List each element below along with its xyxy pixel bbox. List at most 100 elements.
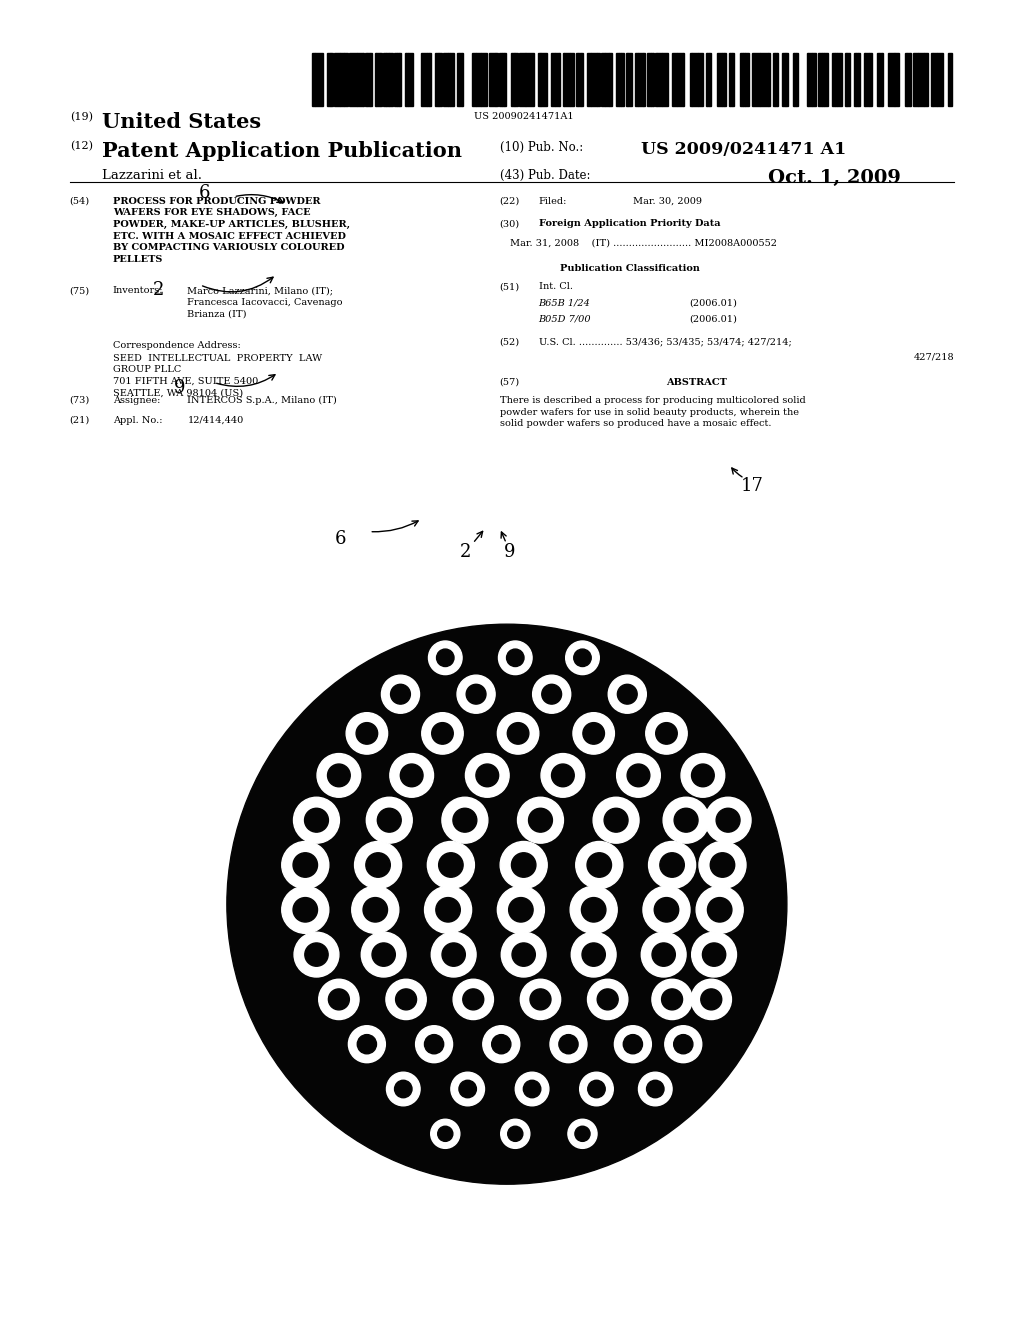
Bar: [651, 53, 652, 106]
Bar: [895, 53, 899, 106]
Text: (52): (52): [500, 338, 520, 347]
Bar: [638, 53, 643, 106]
Bar: [439, 53, 441, 106]
Ellipse shape: [416, 1026, 453, 1063]
Ellipse shape: [436, 898, 461, 923]
Text: 6: 6: [199, 183, 211, 202]
Bar: [334, 53, 340, 106]
Bar: [399, 53, 400, 106]
Bar: [937, 53, 943, 106]
Bar: [775, 53, 776, 106]
Text: 12/414,440: 12/414,440: [187, 416, 244, 425]
Bar: [732, 53, 734, 106]
Bar: [904, 53, 907, 106]
Bar: [784, 53, 786, 106]
Bar: [449, 53, 450, 106]
Bar: [629, 53, 632, 106]
Bar: [519, 53, 524, 106]
Text: B65B 1/24: B65B 1/24: [539, 298, 591, 308]
Ellipse shape: [377, 808, 401, 832]
Ellipse shape: [639, 1072, 672, 1106]
Bar: [375, 53, 376, 106]
Ellipse shape: [691, 764, 714, 787]
Ellipse shape: [646, 1080, 664, 1098]
Ellipse shape: [664, 797, 709, 843]
Bar: [421, 53, 427, 106]
Bar: [315, 53, 324, 106]
Bar: [919, 53, 924, 106]
Bar: [647, 53, 651, 106]
Bar: [706, 53, 708, 106]
Bar: [697, 53, 703, 106]
Bar: [555, 53, 559, 106]
Ellipse shape: [348, 1026, 385, 1063]
Ellipse shape: [696, 886, 743, 933]
Bar: [551, 53, 555, 106]
Text: B05D 7/00: B05D 7/00: [539, 314, 591, 323]
Ellipse shape: [476, 764, 499, 787]
Ellipse shape: [699, 841, 746, 888]
Bar: [878, 53, 879, 106]
Bar: [907, 53, 910, 106]
Ellipse shape: [293, 898, 317, 923]
Bar: [931, 53, 933, 106]
Ellipse shape: [627, 764, 650, 787]
Text: (54): (54): [70, 197, 90, 206]
Ellipse shape: [390, 684, 411, 704]
Ellipse shape: [400, 764, 423, 787]
Ellipse shape: [559, 1035, 579, 1053]
Ellipse shape: [652, 979, 692, 1019]
Ellipse shape: [700, 989, 722, 1010]
Text: (12): (12): [70, 141, 92, 152]
Bar: [808, 53, 812, 106]
Bar: [396, 53, 399, 106]
Bar: [511, 53, 514, 106]
Bar: [394, 53, 396, 106]
Ellipse shape: [512, 942, 536, 966]
Bar: [408, 53, 413, 106]
Bar: [559, 53, 560, 106]
Ellipse shape: [318, 979, 359, 1019]
Ellipse shape: [691, 932, 736, 977]
Bar: [824, 53, 828, 106]
Text: Assignee:: Assignee:: [113, 396, 160, 405]
Ellipse shape: [357, 1035, 377, 1053]
Ellipse shape: [394, 1080, 412, 1098]
Ellipse shape: [674, 808, 698, 832]
Ellipse shape: [616, 754, 660, 797]
Ellipse shape: [328, 764, 350, 787]
Bar: [407, 53, 408, 106]
Text: 2: 2: [153, 281, 165, 300]
Text: (30): (30): [500, 219, 520, 228]
Bar: [888, 53, 894, 106]
Bar: [837, 53, 842, 106]
Ellipse shape: [466, 754, 509, 797]
Ellipse shape: [641, 932, 686, 977]
Ellipse shape: [573, 649, 591, 667]
Ellipse shape: [501, 1119, 529, 1148]
Bar: [597, 53, 600, 106]
Ellipse shape: [624, 1035, 642, 1053]
Bar: [708, 53, 709, 106]
Bar: [524, 53, 526, 106]
Ellipse shape: [520, 979, 561, 1019]
Bar: [380, 53, 382, 106]
Bar: [836, 53, 837, 106]
Bar: [569, 53, 573, 106]
Bar: [540, 53, 541, 106]
Ellipse shape: [593, 797, 639, 843]
Bar: [760, 53, 768, 106]
Ellipse shape: [523, 1080, 541, 1098]
Bar: [817, 53, 821, 106]
Bar: [912, 53, 919, 106]
Ellipse shape: [588, 1080, 605, 1098]
Bar: [795, 53, 796, 106]
Bar: [344, 53, 348, 106]
Text: (22): (22): [500, 197, 520, 206]
Bar: [768, 53, 770, 106]
Ellipse shape: [652, 942, 676, 966]
Bar: [388, 53, 392, 106]
Ellipse shape: [648, 841, 695, 888]
Ellipse shape: [482, 1026, 520, 1063]
Bar: [499, 53, 502, 106]
